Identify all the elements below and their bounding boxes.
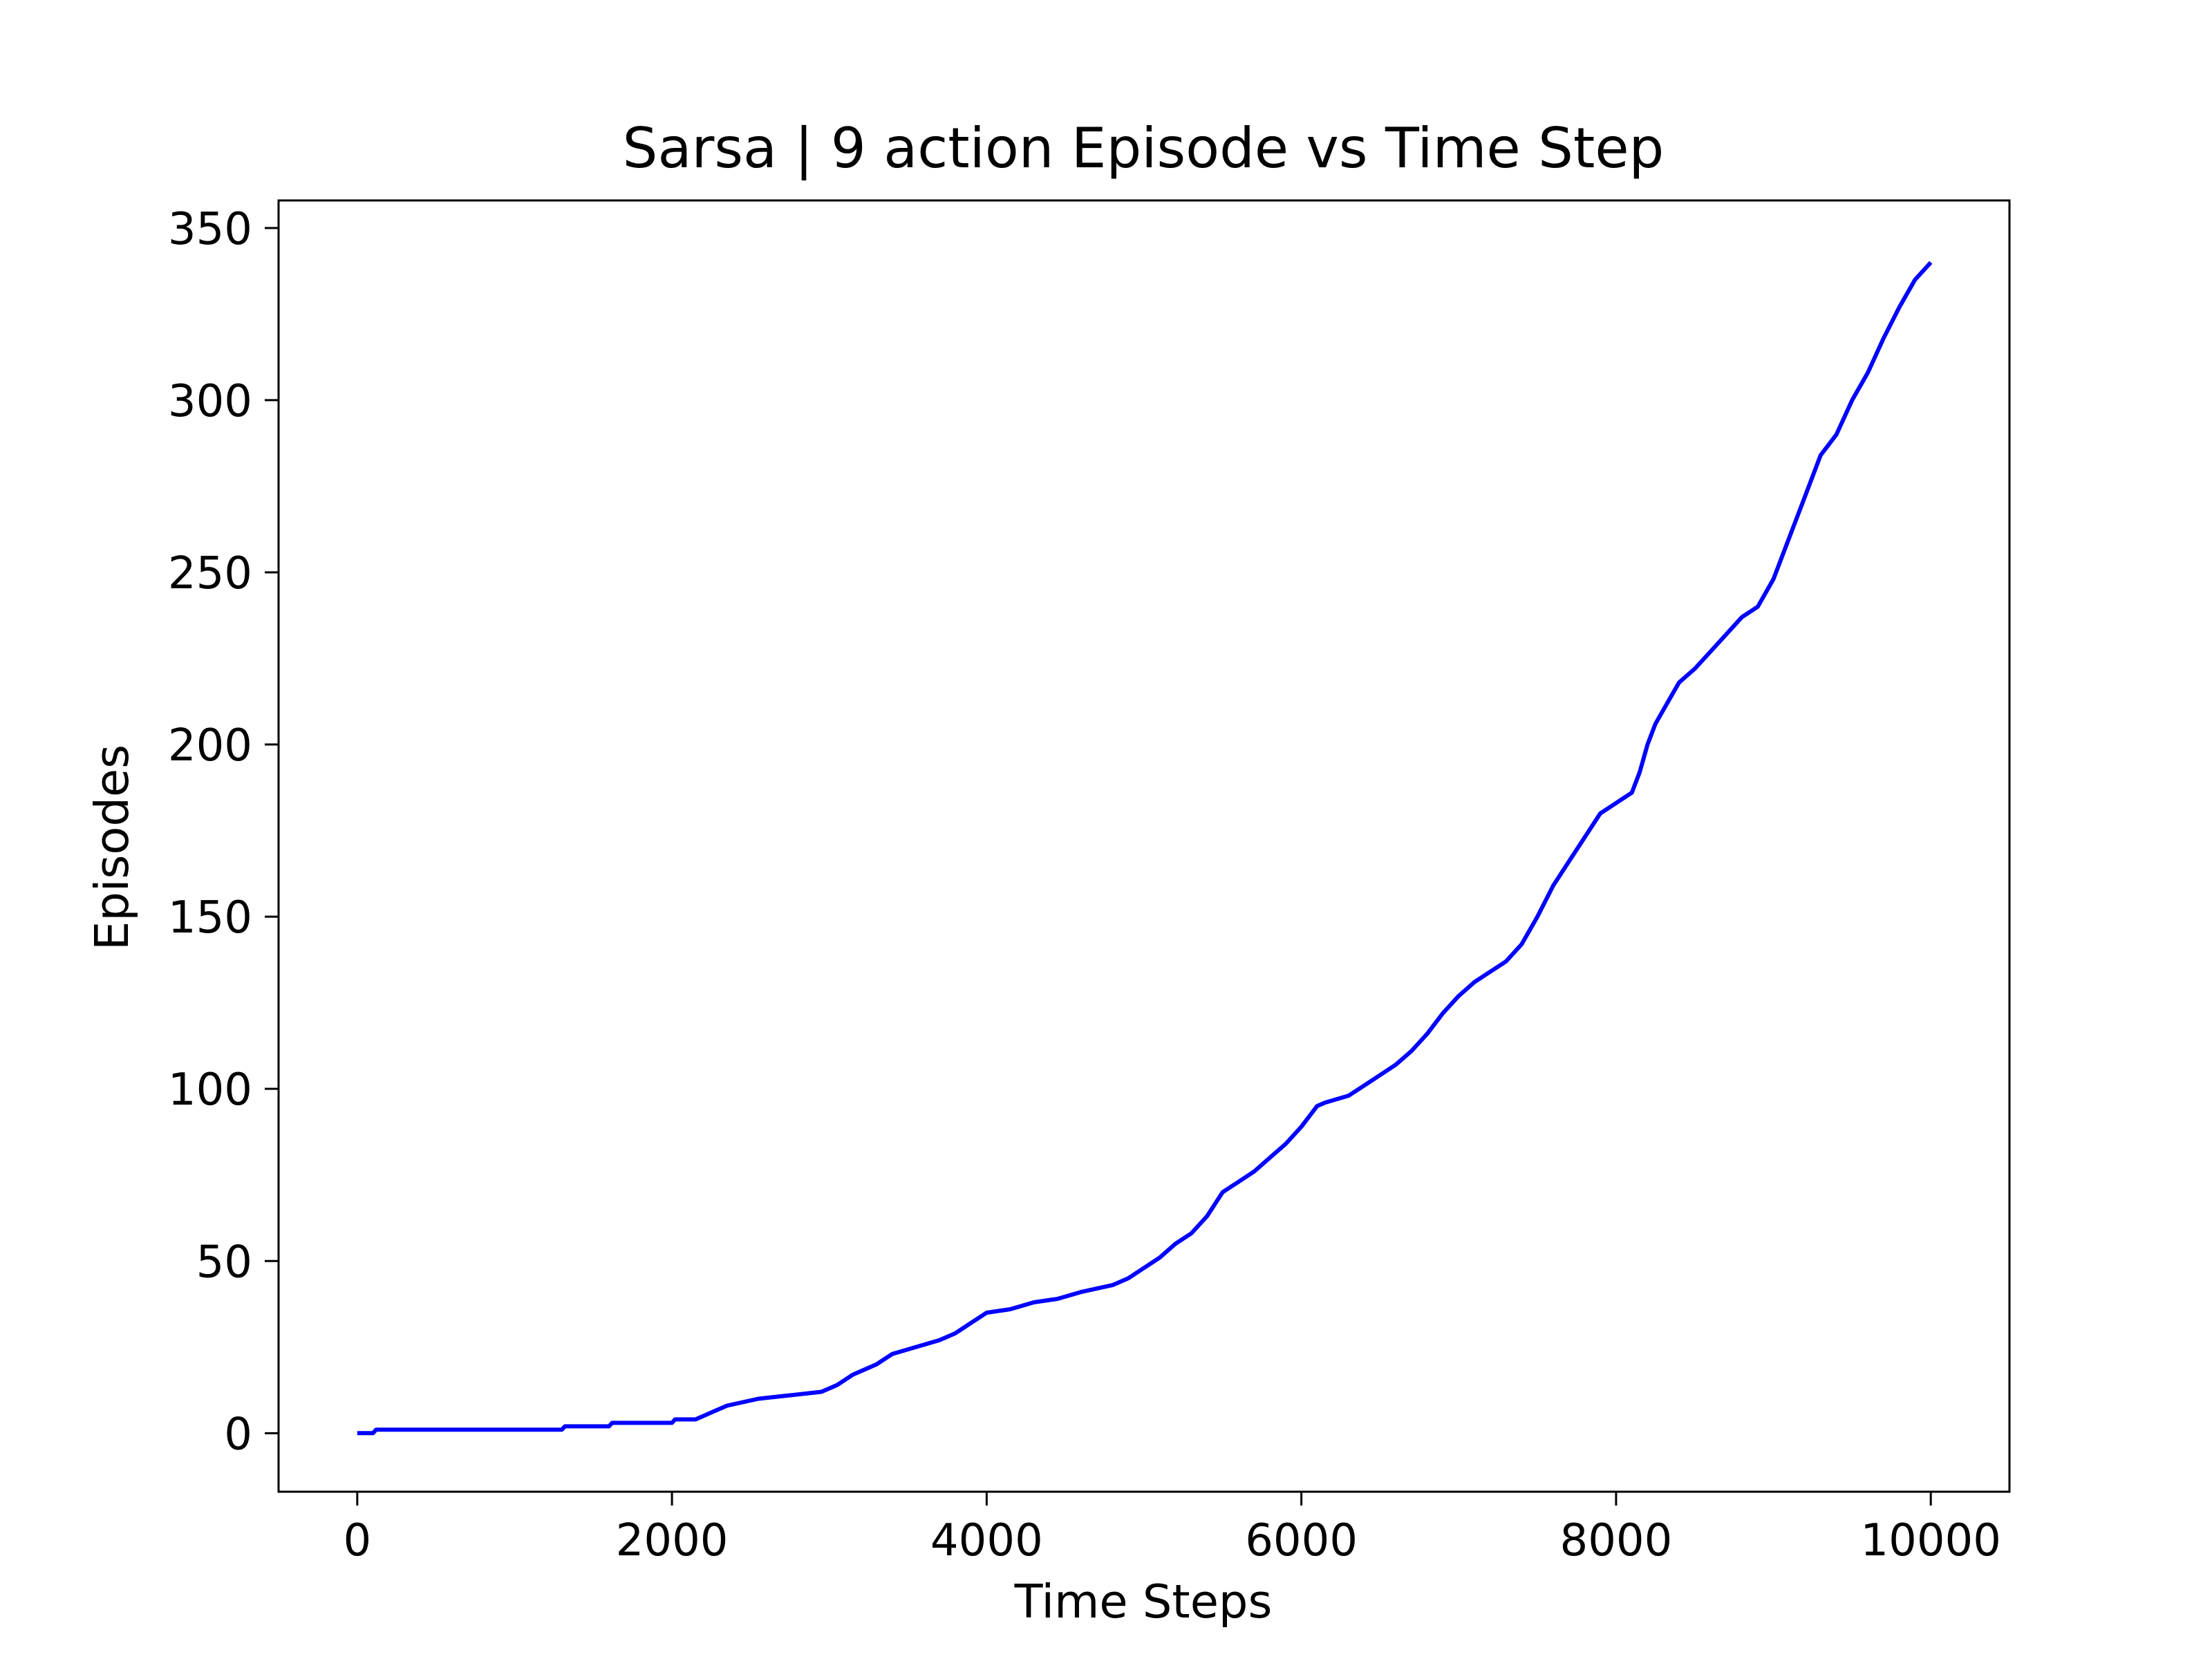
y-tick-label: 100 xyxy=(168,1065,252,1116)
y-tick-label: 0 xyxy=(224,1409,252,1460)
plot-area-frame xyxy=(277,199,2011,1493)
y-tick-label: 300 xyxy=(168,376,252,427)
series-line-1 xyxy=(357,261,1933,1436)
plot-series xyxy=(357,261,1933,1436)
x-tick-label: 4000 xyxy=(930,1515,1043,1566)
y-axis: 0 50 100 150 200 250 300 350 xyxy=(168,204,279,1460)
x-tick-label: 10000 xyxy=(1860,1515,2001,1566)
y-tick-label: 200 xyxy=(168,720,252,771)
x-tick-label: 6000 xyxy=(1245,1515,1358,1566)
x-axis: 0 2000 4000 6000 8000 10000 xyxy=(343,1492,2001,1566)
y-tick-label: 150 xyxy=(168,892,252,944)
y-axis-label: Episodes xyxy=(85,744,139,950)
y-tick-label: 350 xyxy=(168,204,252,255)
x-tick-label: 0 xyxy=(343,1515,371,1566)
y-tick-label: 50 xyxy=(196,1237,252,1288)
y-tick-label: 250 xyxy=(168,548,252,599)
x-tick-label: 2000 xyxy=(616,1515,729,1566)
chart-title: Sarsa | 9 action Episode vs Time Step xyxy=(623,116,1665,181)
x-axis-label: Time Steps xyxy=(1014,1575,1273,1629)
x-tick-label: 8000 xyxy=(1559,1515,1672,1566)
